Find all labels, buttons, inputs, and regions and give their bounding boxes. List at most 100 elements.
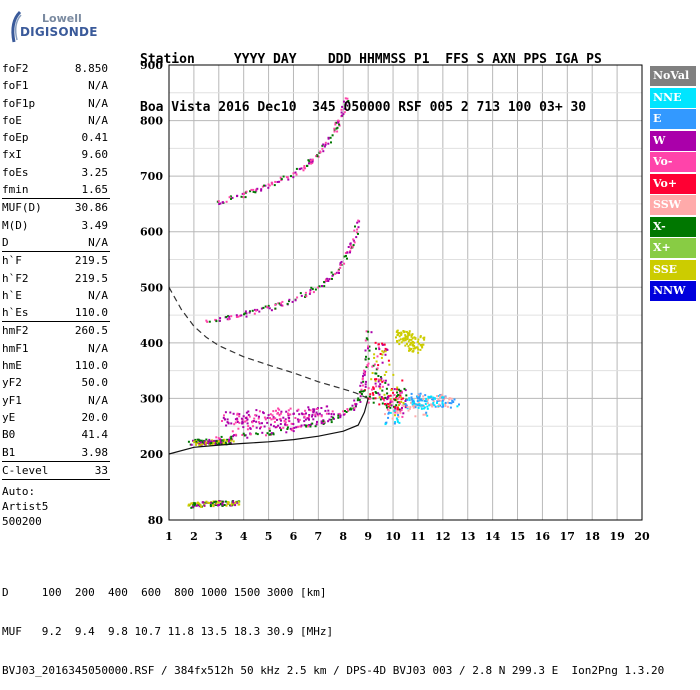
echo-dot — [205, 500, 208, 503]
echo-dot — [385, 371, 388, 373]
echo-dot — [426, 405, 429, 408]
y-tick-label: 600 — [140, 226, 163, 239]
echo-dot — [297, 408, 300, 411]
echo-dot — [424, 413, 427, 416]
x-tick-label: 7 — [315, 530, 323, 543]
echo-dot — [379, 387, 382, 390]
echo-dot — [327, 136, 330, 139]
echo-dot — [303, 424, 306, 427]
echo-dot — [219, 440, 222, 443]
echo-dot — [220, 503, 222, 505]
echo-dot — [339, 266, 342, 269]
x-tick-label: 6 — [290, 530, 298, 543]
echo-dot — [401, 415, 404, 418]
echo-dot — [309, 425, 312, 428]
trace-point — [382, 397, 385, 400]
echo-dot — [398, 421, 401, 424]
echo-dot — [249, 433, 252, 436]
echo-dot — [238, 413, 241, 416]
echo-dot — [282, 175, 285, 178]
echo-dot — [269, 417, 271, 419]
trace-point — [280, 419, 283, 422]
echo-dot — [412, 349, 415, 352]
echo-dot — [394, 414, 396, 417]
echo-dot — [353, 229, 356, 232]
trace-point — [267, 183, 270, 186]
trace-point — [242, 192, 245, 195]
param-value: N/A — [88, 235, 108, 249]
echo-dot — [375, 385, 378, 388]
echo-dot — [291, 300, 294, 303]
echo-dot — [397, 394, 399, 397]
echo-dot — [403, 331, 406, 334]
echo-dot — [378, 403, 381, 406]
echo-dot — [417, 406, 420, 409]
echo-dot — [272, 425, 275, 428]
echo-dot — [212, 503, 215, 506]
echo-dot — [216, 500, 219, 503]
echo-dot — [223, 414, 225, 417]
echo-dot — [246, 428, 249, 431]
trace-point — [451, 400, 454, 403]
echo-dot — [251, 421, 254, 424]
echo-dot — [428, 403, 431, 406]
echo-dot — [410, 338, 413, 341]
echo-dot — [360, 381, 363, 384]
echo-dot — [395, 404, 398, 407]
echo-dot — [208, 320, 211, 323]
echo-dot — [294, 299, 297, 302]
echo-dot — [203, 504, 206, 507]
echo-dot — [244, 420, 246, 423]
echo-dot — [422, 395, 425, 398]
echo-dot — [380, 376, 382, 379]
echo-dot — [387, 412, 390, 415]
echo-dot — [250, 188, 253, 191]
echo-dot — [203, 441, 205, 444]
echo-dot — [386, 398, 389, 401]
param-name: h`F — [2, 254, 22, 268]
echo-dot — [308, 424, 311, 426]
echo-dot — [289, 407, 292, 410]
trace-point — [230, 439, 233, 442]
echo-dot — [287, 178, 290, 181]
x-tick-label: 2 — [190, 530, 198, 543]
echo-dot — [360, 393, 363, 395]
echo-dot — [439, 399, 442, 402]
echo-dot — [411, 403, 414, 406]
echo-dot — [215, 500, 217, 503]
echo-dot — [347, 409, 350, 412]
echo-dot — [399, 392, 402, 394]
param-value: 3.49 — [81, 218, 109, 232]
echo-dot — [340, 111, 343, 114]
echo-dot — [266, 421, 269, 424]
footer-distance-row: D 100 200 400 600 800 1000 1500 3000 [km… — [2, 586, 327, 599]
echo-dot — [395, 396, 398, 399]
x-tick-label: 11 — [410, 530, 425, 543]
echo-dot — [262, 306, 265, 309]
echo-dot — [448, 398, 451, 401]
echo-dot — [378, 348, 381, 351]
echo-dot — [202, 501, 205, 504]
param-row: fxI 9.60 — [2, 146, 110, 163]
echo-dot — [419, 344, 422, 346]
echo-dot — [263, 416, 266, 419]
echo-dot — [280, 304, 283, 307]
echo-dot — [299, 292, 302, 295]
echo-dot — [313, 408, 315, 411]
echo-dot — [277, 302, 280, 305]
echo-dot — [330, 421, 333, 424]
echo-dot — [236, 501, 239, 504]
param-row: MUF(D) 30.86 — [2, 199, 110, 216]
echo-dot — [234, 504, 237, 507]
echo-dot — [214, 443, 217, 446]
echo-dot — [311, 288, 314, 291]
echo-dot — [436, 402, 438, 404]
y-tick-label: 900 — [140, 59, 163, 72]
trace-point — [312, 411, 315, 414]
echo-dot — [425, 397, 428, 400]
echo-dot — [320, 422, 323, 425]
echo-dot — [280, 410, 283, 413]
echo-dot — [374, 372, 377, 375]
echo-dot — [211, 443, 214, 446]
echo-dot — [384, 396, 387, 399]
